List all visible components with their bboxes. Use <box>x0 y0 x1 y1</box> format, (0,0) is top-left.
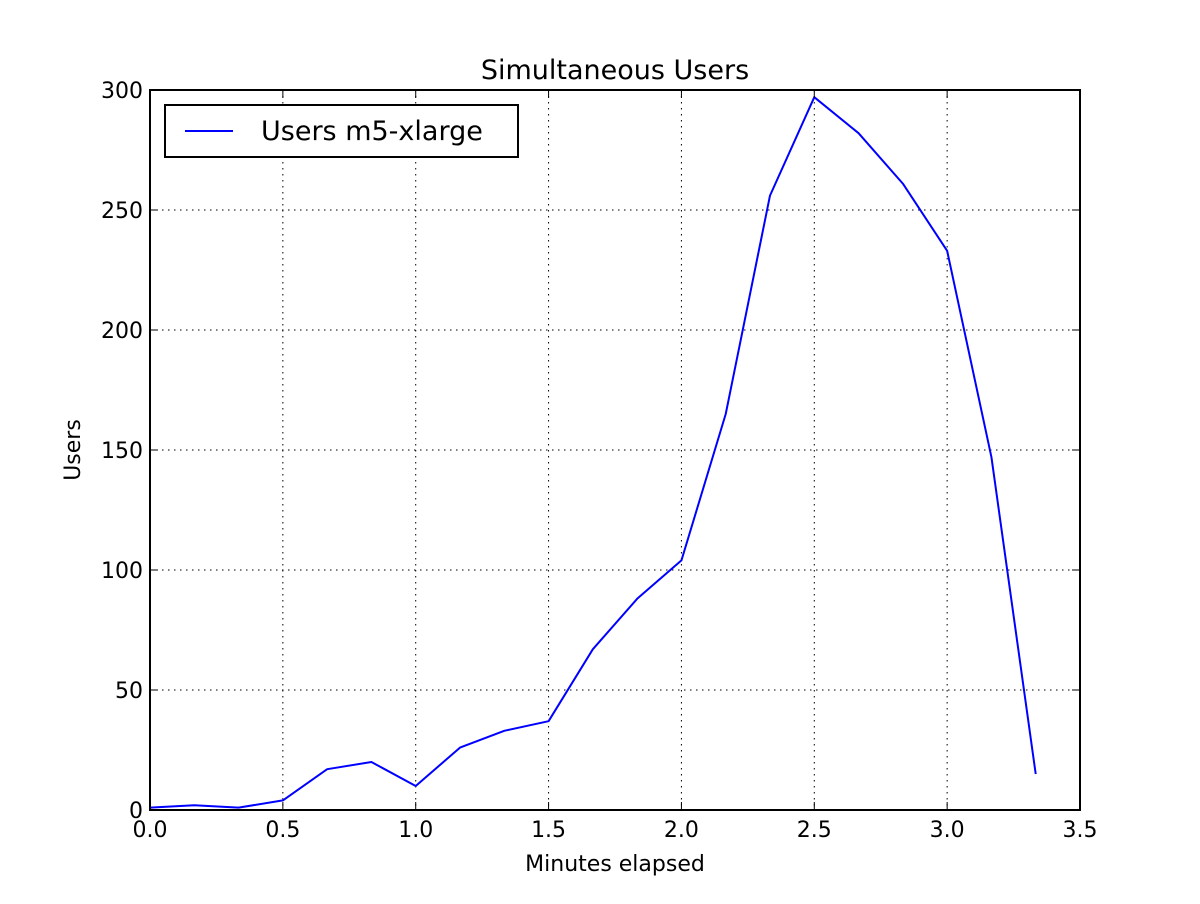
data-point <box>902 183 904 185</box>
data-point <box>282 799 284 801</box>
data-point <box>680 559 682 561</box>
data-point <box>326 768 328 770</box>
x-tick-label: 2.0 <box>664 818 699 843</box>
y-tick-label: 50 <box>115 679 143 704</box>
data-point <box>725 413 727 415</box>
data-point <box>503 730 505 732</box>
y-tick-label: 0 <box>129 799 143 824</box>
y-axis-title: Users <box>61 419 86 481</box>
y-tick-label: 250 <box>101 199 143 224</box>
data-point <box>193 804 195 806</box>
legend: Users m5-xlarge <box>164 104 519 158</box>
x-tick-label: 3.0 <box>930 818 965 843</box>
chart-title: Simultaneous Users <box>481 55 749 86</box>
series-line <box>149 96 1037 809</box>
y-tick-label: 200 <box>101 319 143 344</box>
x-tick-label: 0.0 <box>133 818 168 843</box>
x-tick-label: 0.5 <box>265 818 300 843</box>
y-tick-label: 300 <box>101 79 143 104</box>
data-point <box>548 720 550 722</box>
data-point <box>1035 773 1037 775</box>
x-tick-label: 3.5 <box>1063 818 1098 843</box>
legend-label: Users m5-xlarge <box>261 116 483 147</box>
y-tick-label: 100 <box>101 559 143 584</box>
data-point <box>370 761 372 763</box>
x-axis-title: Minutes elapsed <box>525 852 705 877</box>
data-point <box>238 807 240 809</box>
data-point <box>415 785 417 787</box>
x-tick-label: 1.5 <box>531 818 566 843</box>
data-point <box>769 195 771 197</box>
y-tick-label: 150 <box>101 439 143 464</box>
data-point <box>592 648 594 650</box>
data-point <box>459 747 461 749</box>
data-point <box>636 598 638 600</box>
data-point <box>858 132 860 134</box>
data-point <box>946 250 948 252</box>
x-tick-label: 2.5 <box>797 818 832 843</box>
x-tick-label: 1.0 <box>398 818 433 843</box>
data-point <box>990 456 992 458</box>
